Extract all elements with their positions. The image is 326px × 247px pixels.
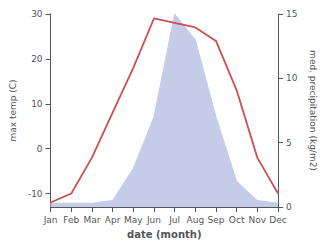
svg-text:date (month): date (month) [127, 229, 201, 240]
svg-text:20: 20 [31, 54, 43, 64]
svg-text:Jun: Jun [146, 215, 161, 225]
svg-text:Apr: Apr [105, 215, 121, 225]
svg-text:Jan: Jan [43, 215, 58, 225]
svg-text:Mar: Mar [83, 215, 100, 225]
svg-text:5: 5 [286, 138, 292, 148]
svg-text:med. precipitation (kg/m2): med. precipitation (kg/m2) [308, 50, 318, 171]
svg-text:-10: -10 [28, 189, 43, 199]
svg-text:May: May [124, 215, 143, 225]
svg-text:10: 10 [31, 99, 43, 109]
svg-text:Sep: Sep [207, 215, 224, 225]
svg-text:Oct: Oct [229, 215, 245, 225]
svg-text:Nov: Nov [249, 215, 267, 225]
svg-text:Jul: Jul [168, 215, 180, 225]
svg-text:15: 15 [286, 9, 297, 19]
svg-text:10: 10 [286, 73, 298, 83]
svg-text:Feb: Feb [63, 215, 79, 225]
svg-text:30: 30 [31, 9, 43, 19]
svg-text:Dec: Dec [269, 215, 286, 225]
svg-text:max temp (C): max temp (C) [8, 79, 18, 141]
svg-text:0: 0 [286, 202, 292, 212]
svg-text:0: 0 [37, 144, 43, 154]
svg-text:Aug: Aug [187, 215, 205, 225]
